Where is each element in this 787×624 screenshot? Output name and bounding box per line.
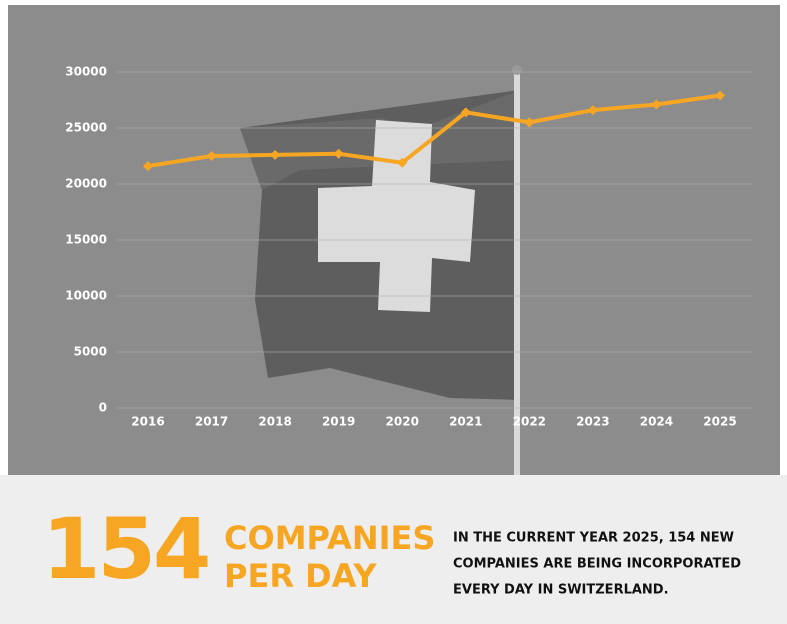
point-marker (333, 148, 344, 159)
point-marker (587, 105, 598, 116)
x-tick-label: 2016 (131, 415, 164, 429)
description-line: COMPANIES ARE BEING INCORPORATED (453, 557, 741, 572)
x-tick-label: 2025 (703, 415, 736, 429)
point-marker (651, 99, 662, 110)
series-line (147, 93, 721, 169)
x-tick-label: 2017 (195, 415, 228, 429)
big-number: 154 (42, 500, 208, 598)
y-tick-label: 15000 (65, 233, 107, 247)
unit-line: COMPANIES (224, 519, 435, 557)
x-tick-label: 2020 (386, 415, 419, 429)
point-marker (460, 107, 471, 118)
x-tick-label: 2019 (322, 415, 355, 429)
y-tick-label: 0 (99, 401, 107, 415)
point-marker (143, 161, 153, 172)
x-tick-label: 2021 (449, 415, 482, 429)
point-marker (206, 151, 217, 161)
y-tick-label: 20000 (65, 177, 107, 191)
flag-cross (318, 120, 475, 312)
x-tick-label: 2022 (513, 415, 546, 429)
description-line: IN THE CURRENT YEAR 2025, 154 NEW (453, 531, 734, 546)
y-tick-label: 30000 (65, 65, 107, 79)
pole-top (512, 65, 522, 75)
flag-pole (514, 68, 520, 475)
x-tick-label: 2023 (576, 415, 609, 429)
point-marker (524, 117, 535, 128)
footer-panel (0, 475, 787, 624)
y-tick-label: 25000 (65, 121, 107, 135)
x-tick-label: 2024 (640, 415, 673, 429)
x-tick-label: 2018 (258, 415, 291, 429)
point-marker (397, 157, 408, 168)
point-marker (715, 90, 725, 101)
y-tick-label: 10000 (65, 289, 107, 303)
unit-line: PER DAY (224, 557, 377, 595)
point-marker (270, 149, 281, 160)
y-tick-label: 5000 (74, 345, 107, 359)
description-line: EVERY DAY IN SWITZERLAND. (453, 583, 669, 598)
